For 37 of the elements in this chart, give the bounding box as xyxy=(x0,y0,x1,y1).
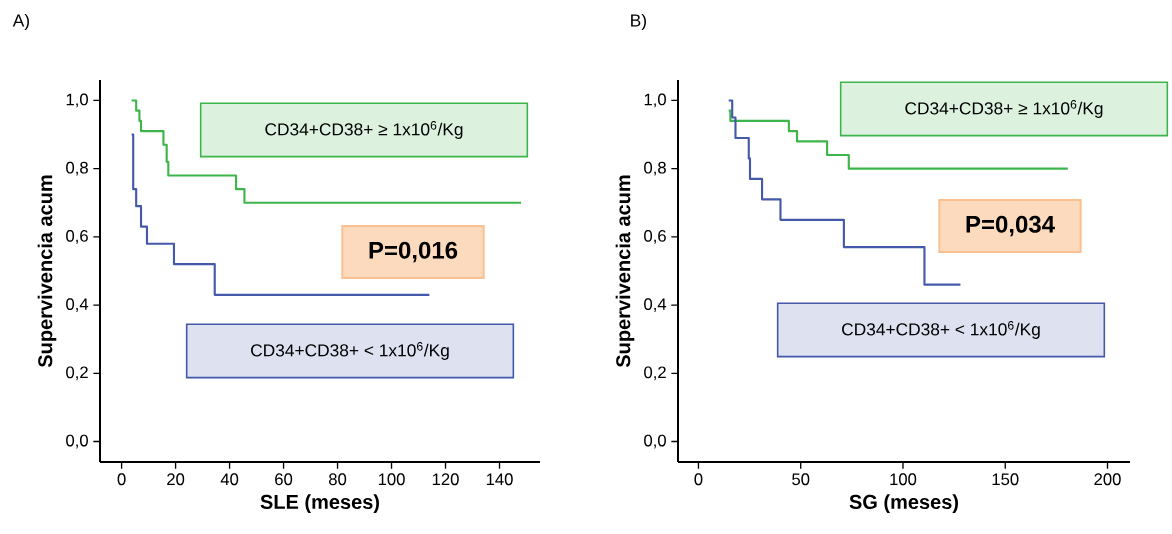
x-tick-label: 120 xyxy=(432,473,459,486)
y-tick-label: 0,8 xyxy=(66,161,88,176)
y-tick-label: 0,6 xyxy=(644,230,666,244)
y-axis-title: Supervivencia acum xyxy=(615,175,635,368)
y-tick-label: 0,4 xyxy=(66,298,89,312)
x-tick-label: 50 xyxy=(792,473,810,486)
y-tick-label: 0,0 xyxy=(644,434,666,449)
annotation: P=0,034 xyxy=(966,215,1055,237)
y-tick-label: 0,6 xyxy=(66,230,88,244)
y-tick-label: 0,8 xyxy=(644,161,666,176)
y-tick-label: 1,0 xyxy=(644,93,666,108)
y-tick-label: 0,2 xyxy=(66,366,88,381)
y-tick-label: 0,4 xyxy=(644,298,667,312)
text: CD34+CD38+ < 1x10$^{6}$/Kg xyxy=(251,342,449,360)
text: CD34+CD38+ ≥ 1x10$^{6}$/Kg xyxy=(265,121,463,139)
text: CD34+CD38+ ≥ 1x10$^{6}$/Kg xyxy=(905,100,1103,118)
x-tick-label: 20 xyxy=(167,473,185,486)
x-tick-label: 150 xyxy=(992,473,1019,486)
x-tick-label: 200 xyxy=(1094,473,1121,486)
y-axis-title: Supervivencia acum xyxy=(37,175,57,368)
x-tick-label: 60 xyxy=(275,473,293,486)
x-tick-label: 40 xyxy=(220,473,239,486)
x-tick-label: 140 xyxy=(486,473,513,486)
y-tick-label: 0,0 xyxy=(66,434,88,449)
chart-title: A) xyxy=(12,13,29,31)
y-tick-label: 1,0 xyxy=(66,93,88,108)
y-tick-label: 0,2 xyxy=(644,366,666,381)
x-tick-label: 100 xyxy=(378,473,405,486)
annotation: P=0,016 xyxy=(369,241,458,263)
x-axis-title: SLE (meses) xyxy=(260,494,380,513)
x-axis-title: SG (meses) xyxy=(849,494,958,513)
x-tick-label: 80 xyxy=(329,473,347,486)
text: CD34+CD38+ < 1x10$^{6}$/Kg xyxy=(842,321,1040,339)
x-tick-label: 100 xyxy=(890,473,917,486)
chart-title: B) xyxy=(631,13,646,31)
x-tick-label: 0 xyxy=(117,473,126,486)
x-tick-label: 0 xyxy=(694,473,703,486)
